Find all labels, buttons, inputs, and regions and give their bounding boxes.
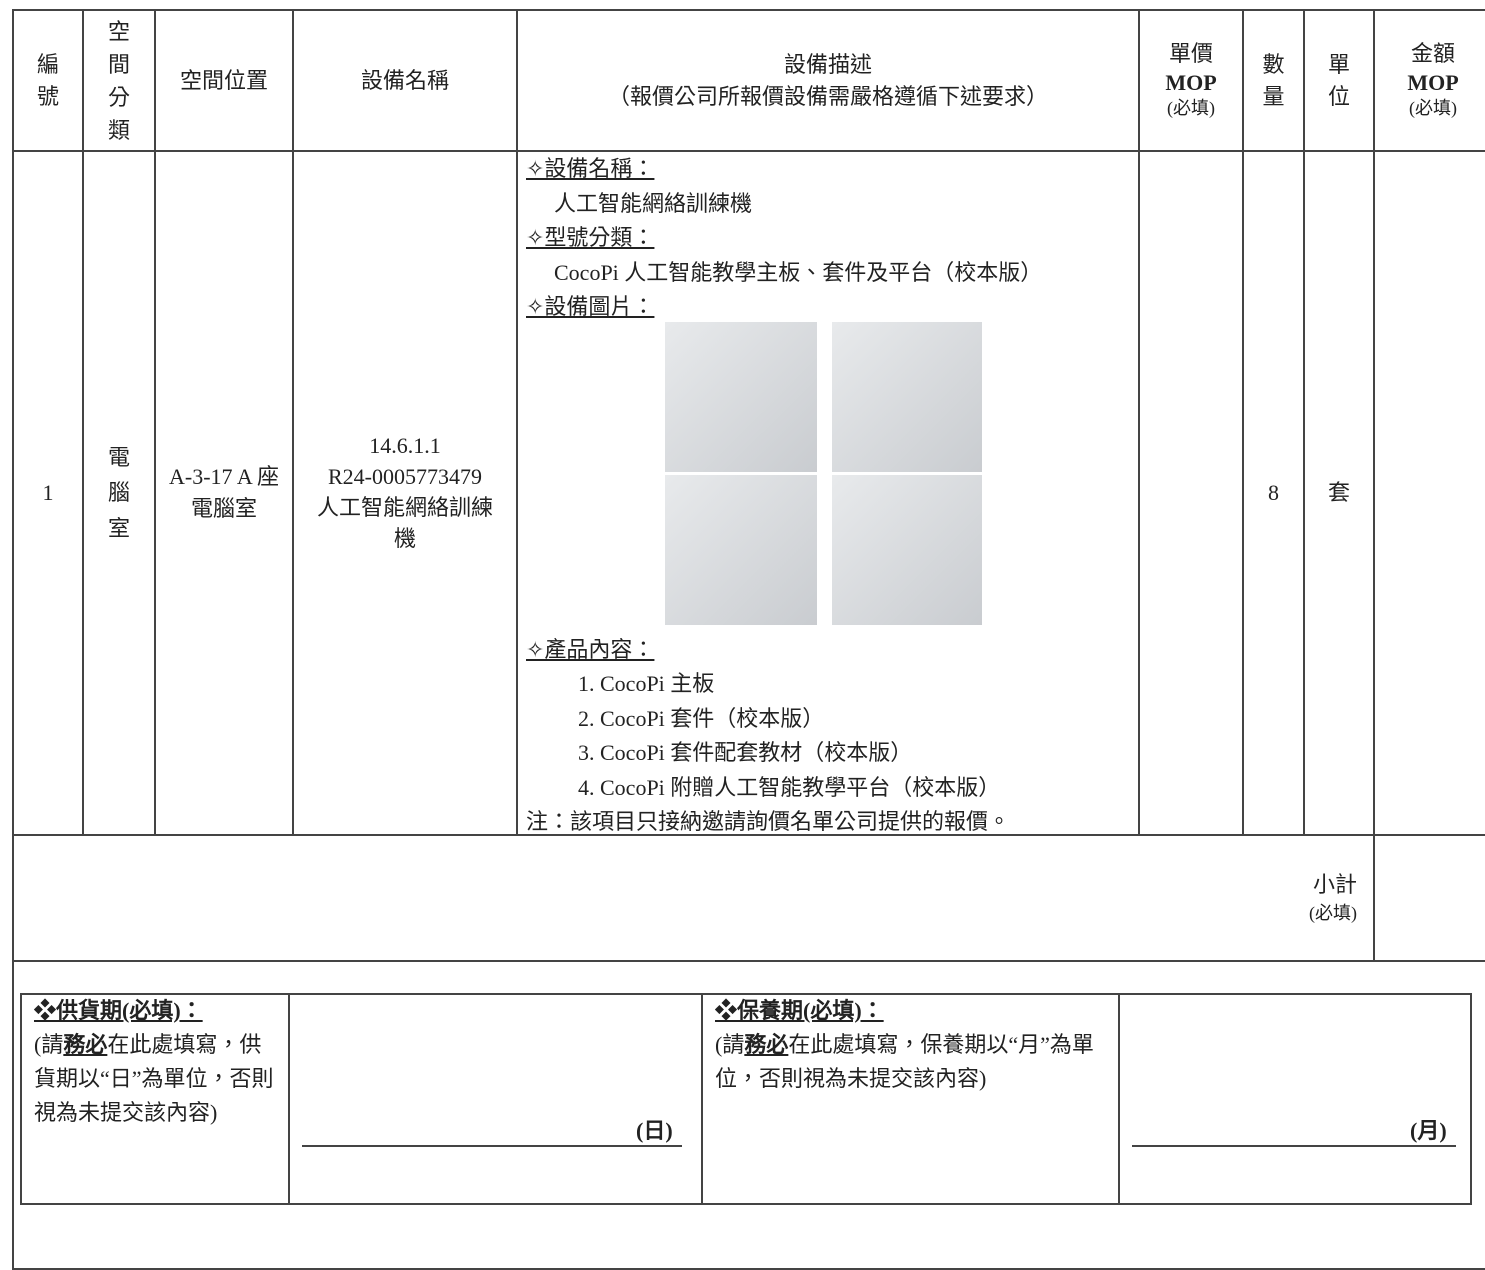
supply-heading: ❖供貨期(必填)： — [34, 998, 203, 1023]
model: CocoPi 人工智能教學主板、套件及平台（校本版） — [554, 259, 1043, 285]
header-cell: 設備描述 （報價公司所報價設備需嚴格遵循下述要求） — [516, 9, 1140, 152]
header-cell: 空間分類 — [82, 9, 156, 152]
product-image — [832, 475, 982, 625]
subtotal-label: 小計 — [1312, 872, 1357, 897]
description: ✧設備名稱： 人工智能網絡訓練機 ✧型號分類： CocoPi 人工智能教學主板、… — [526, 152, 1136, 840]
content-item: 2. CocoPi 套件（校本版） — [578, 705, 825, 731]
cell: A-3-17 A 座電腦室 — [154, 150, 294, 836]
row-ref: R24-0005773479 — [328, 464, 482, 490]
header-cell: 編號 — [12, 9, 84, 152]
content-item: 4. CocoPi 附贈人工智能教學平台（校本版） — [578, 774, 1001, 800]
model-heading: ✧型號分類： — [526, 225, 655, 250]
cell: 14.6.1.1 R24-0005773479 人工智能網絡訓練機 — [292, 150, 518, 836]
term-cell — [1118, 993, 1472, 1205]
row-code: 14.6.1.1 — [369, 433, 441, 459]
name-heading: ✧設備名稱： — [526, 156, 655, 181]
subtotal-cell — [1373, 834, 1485, 962]
product-image — [665, 475, 817, 625]
warranty-text: ❖保養期(必填)： (請務必在此處填寫，保養期以“月”為單位，否則視為未提交該內… — [715, 994, 1105, 1096]
supply-unit: (日) — [636, 1118, 673, 1143]
name: 人工智能網絡訓練機 — [554, 190, 753, 216]
row-no: 1 — [42, 480, 54, 506]
subtotal-required: (必填) — [1309, 902, 1357, 923]
header-description-note: （報價公司所報價設備需嚴格遵循下述要求） — [607, 83, 1048, 109]
image-heading: ✧設備圖片： — [526, 294, 655, 319]
subtotal-label-cell: 小計 (必填) — [12, 834, 1375, 962]
header-amount: 金額 — [1410, 41, 1455, 67]
supply-prefix: (請 — [34, 1032, 64, 1057]
row-unit: 套 — [1327, 480, 1350, 506]
supply-instruction: 在此處填寫，供貨期以“日”為單位，否則視為未提交該內容) — [34, 1032, 274, 1125]
header-quantity: 數量 — [1262, 51, 1285, 109]
term-cell — [288, 993, 703, 1205]
product-image — [832, 322, 982, 472]
product-image — [665, 322, 817, 472]
supply-input-line — [302, 1145, 682, 1147]
row-location: A-3-17 A 座電腦室 — [169, 464, 280, 521]
warranty-emphasis: 務必 — [744, 1032, 789, 1057]
header-unit-price-currency: MOP — [1165, 69, 1217, 95]
header-no: 編號 — [36, 51, 59, 109]
header-description-title: 設備描述 — [783, 51, 872, 77]
cell — [1138, 150, 1244, 836]
header-cell: 金額 MOP (必填) — [1373, 9, 1485, 152]
header-cell: 空間位置 — [154, 9, 294, 152]
warranty-unit: (月) — [1410, 1118, 1447, 1143]
cell: 1 — [12, 150, 84, 836]
header-cell: 單價 MOP (必填) — [1138, 9, 1244, 152]
header-unit-price-required: (必填) — [1167, 98, 1215, 119]
warranty-prefix: (請 — [715, 1032, 745, 1057]
row-equipment-name: 人工智能網絡訓練機 — [316, 495, 493, 551]
warranty-instruction: 在此處填寫，保養期以“月”為單位，否則視為未提交該內容) — [715, 1032, 1094, 1091]
content-item: 1. CocoPi 主板 — [578, 671, 715, 696]
cell: 電腦室 — [82, 150, 156, 836]
header-cell: 單位 — [1303, 9, 1375, 152]
supply-emphasis: 務必 — [63, 1032, 108, 1057]
warranty-heading: ❖保養期(必填)： — [715, 998, 884, 1023]
header-space-type: 空間分類 — [107, 18, 130, 143]
cell — [1373, 150, 1485, 836]
header-cell: 數量 — [1242, 9, 1305, 152]
cell: 8 — [1242, 150, 1305, 836]
content-item: 3. CocoPi 套件配套教材（校本版） — [578, 740, 913, 765]
row-space-type: 電腦室 — [107, 445, 130, 541]
warranty-input-line — [1132, 1145, 1456, 1147]
header-unit: 單位 — [1327, 51, 1350, 109]
header-unit-price: 單價 — [1168, 41, 1213, 67]
row-quantity: 8 — [1268, 480, 1279, 506]
cell: 套 — [1303, 150, 1375, 836]
header-cell: 設備名稱 — [292, 9, 518, 152]
supply-text: ❖供貨期(必填)： (請務必在此處填寫，供貨期以“日”為單位，否則視為未提交該內… — [34, 994, 279, 1130]
header-amount-required: (必填) — [1409, 98, 1457, 119]
contents-heading: ✧產品內容： — [526, 636, 655, 662]
header-amount-currency: MOP — [1407, 69, 1459, 95]
note: 注：該項目只接納邀請詢價名單公司提供的報價。 — [526, 809, 1011, 834]
header-location: 空間位置 — [179, 67, 268, 93]
header-equipment-name: 設備名稱 — [360, 67, 449, 93]
